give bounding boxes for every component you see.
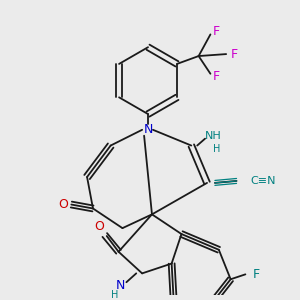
Text: O: O [58,198,68,211]
Text: N: N [143,123,153,136]
Text: H: H [213,145,220,154]
Text: F: F [213,70,220,83]
Text: O: O [94,220,104,233]
Text: N: N [116,279,125,292]
Text: H: H [111,290,118,300]
Text: F: F [230,48,238,61]
Text: F: F [253,268,260,281]
Text: C≡N: C≡N [250,176,276,186]
Text: F: F [213,25,220,38]
Text: NH: NH [205,131,221,141]
